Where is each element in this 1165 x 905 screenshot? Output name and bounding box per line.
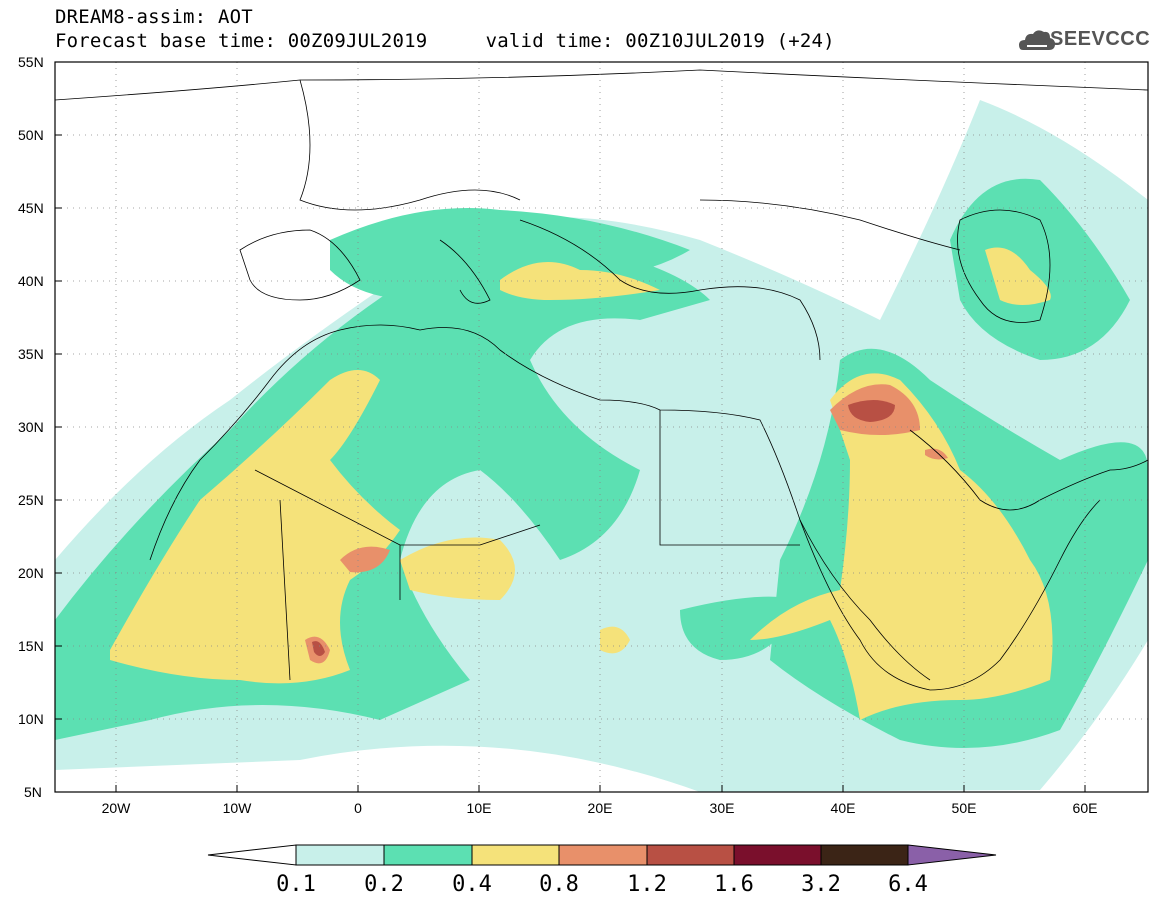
colorbar (207, 844, 997, 866)
lon-label: 30E (709, 800, 735, 816)
lat-label: 15N (18, 638, 44, 654)
map-grid (55, 62, 1148, 792)
map-title: DREAM8-assim: AOT (55, 6, 253, 28)
forecast-time: Forecast base time: 00Z09JUL2019 valid t… (55, 30, 835, 52)
lon-label: 60E (1072, 800, 1098, 816)
lat-label: 55N (18, 54, 44, 70)
lon-label: 50E (951, 800, 977, 816)
aot-field (55, 100, 1148, 792)
lat-label: 45N (18, 200, 44, 216)
coastlines (55, 69, 1148, 691)
colorbar-label: 1.2 (627, 872, 667, 897)
lon-label: 40E (830, 800, 856, 816)
lat-label: 50N (18, 127, 44, 143)
lon-label: 20W (101, 800, 131, 816)
lon-label: 20E (587, 800, 613, 816)
lat-label: 20N (18, 565, 44, 581)
seevccc-logo: SEEVCCC (1050, 28, 1151, 50)
colorbar-label: 1.6 (714, 872, 754, 897)
lat-label: 40N (18, 273, 44, 289)
lon-label: 10E (466, 800, 492, 816)
lat-label: 5N (24, 784, 42, 800)
cloud-icon (1019, 30, 1055, 50)
lat-label: 35N (18, 346, 44, 362)
lon-label: 10W (222, 800, 252, 816)
lat-label: 10N (18, 711, 44, 727)
colorbar-label: 0.8 (539, 872, 579, 897)
colorbar-label: 6.4 (888, 872, 928, 897)
colorbar-label: 3.2 (801, 872, 841, 897)
lon-label: 0 (354, 800, 362, 816)
lat-label: 30N (18, 419, 44, 435)
colorbar-label: 0.2 (364, 872, 404, 897)
colorbar-label: 0.1 (276, 872, 316, 897)
lat-label: 25N (18, 492, 44, 508)
colorbar-label: 0.4 (452, 872, 492, 897)
